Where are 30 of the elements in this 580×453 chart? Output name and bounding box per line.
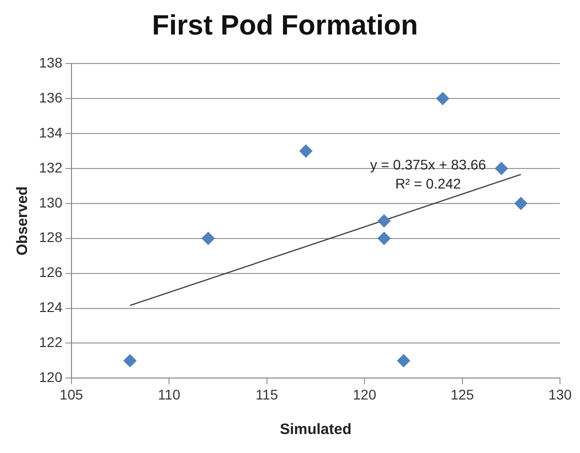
x-axis-title: Simulated [280,421,352,438]
y-tick-label: 138 [39,54,63,70]
point [514,196,528,210]
x-tick-label: 110 [158,386,180,402]
x-tick-label: 130 [548,386,572,402]
y-tick-label: 136 [39,89,63,106]
point [202,232,215,245]
x-tick-label: 125 [450,386,474,402]
point [397,354,410,368]
x-tick-label: 105 [60,386,84,402]
y-tick-label: 120 [39,369,63,386]
point [123,354,136,368]
annotation: R² = 0.242 [395,176,462,192]
annotation: y = 0.375x + 83.66 [370,156,486,173]
point [299,144,312,158]
y-tick-label: 130 [39,194,63,210]
point [494,162,508,175]
point [436,92,450,106]
y-tick-label: 132 [39,159,63,176]
x-tick-label: 115 [256,386,278,402]
y-tick-label: 126 [39,264,63,280]
point [378,232,391,245]
point [378,214,391,228]
x-tick-label: 120 [352,386,376,402]
y-tick-label: 124 [39,299,63,316]
y-tick-label: 122 [39,334,63,350]
y-axis-title: Observed [14,186,32,256]
y-tick-label: 128 [39,229,63,246]
chart-title: First Pod Formation [152,10,418,41]
y-tick-label: 134 [39,124,63,140]
